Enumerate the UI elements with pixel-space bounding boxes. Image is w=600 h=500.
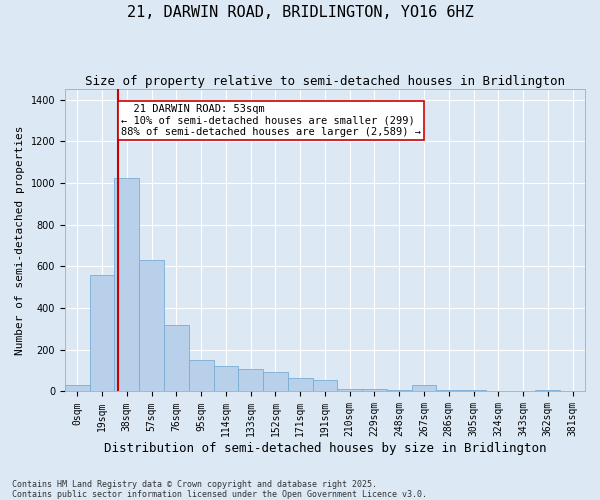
Text: 21, DARWIN ROAD, BRIDLINGTON, YO16 6HZ: 21, DARWIN ROAD, BRIDLINGTON, YO16 6HZ [127,5,473,20]
Bar [139,260,164,392]
Bar [214,366,238,392]
Title: Size of property relative to semi-detached houses in Bridlington: Size of property relative to semi-detach… [85,75,565,88]
Bar [387,390,412,392]
Bar [362,390,387,392]
Bar [89,274,115,392]
Text: Contains HM Land Registry data © Crown copyright and database right 2025.
Contai: Contains HM Land Registry data © Crown c… [12,480,427,499]
Bar [313,380,337,392]
Bar [238,368,263,392]
Bar [263,372,288,392]
Bar [164,325,189,392]
Bar [288,378,313,392]
Bar [65,385,89,392]
Y-axis label: Number of semi-detached properties: Number of semi-detached properties [15,126,25,355]
Bar [189,360,214,392]
Bar [436,390,461,392]
Bar [337,390,362,392]
Text: 21 DARWIN ROAD: 53sqm
← 10% of semi-detached houses are smaller (299)
88% of sem: 21 DARWIN ROAD: 53sqm ← 10% of semi-deta… [121,104,421,137]
Bar [412,385,436,392]
Bar [115,178,139,392]
Bar [535,390,560,392]
Bar [461,390,486,392]
X-axis label: Distribution of semi-detached houses by size in Bridlington: Distribution of semi-detached houses by … [104,442,546,455]
